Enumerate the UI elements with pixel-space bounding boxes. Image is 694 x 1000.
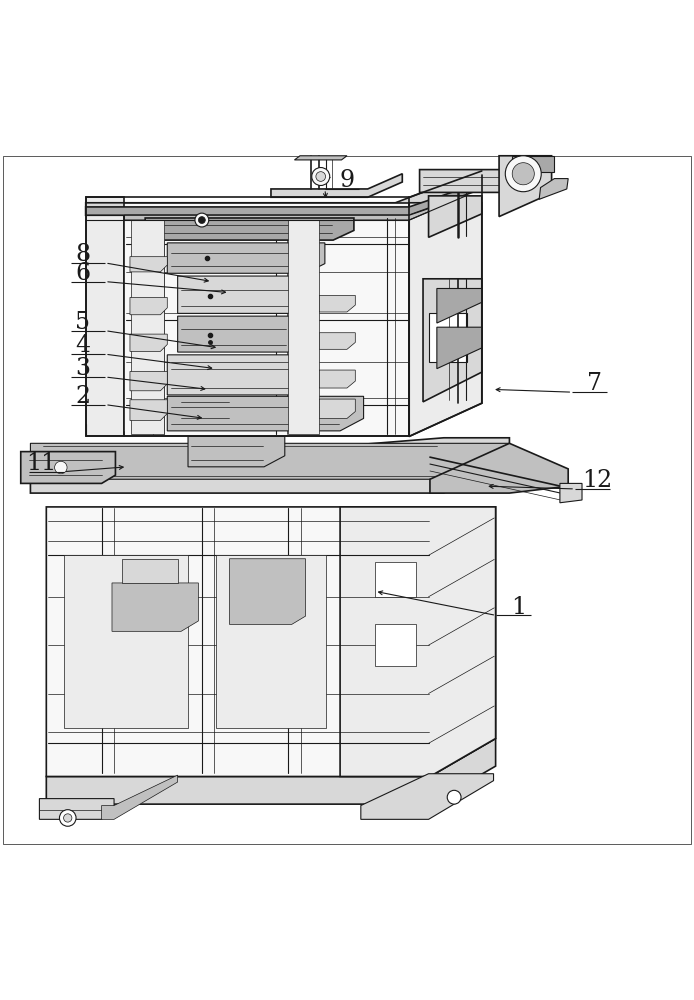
Polygon shape bbox=[46, 507, 496, 776]
Bar bbox=[375, 624, 416, 666]
Circle shape bbox=[447, 790, 461, 804]
Polygon shape bbox=[319, 295, 355, 312]
Polygon shape bbox=[271, 174, 403, 197]
Polygon shape bbox=[130, 334, 167, 351]
Circle shape bbox=[316, 172, 325, 181]
Text: 4: 4 bbox=[76, 334, 90, 357]
Circle shape bbox=[60, 810, 76, 826]
Polygon shape bbox=[112, 583, 198, 631]
Polygon shape bbox=[167, 396, 364, 431]
Polygon shape bbox=[287, 220, 319, 434]
Polygon shape bbox=[429, 196, 482, 237]
Text: 7: 7 bbox=[587, 372, 602, 395]
Text: 11: 11 bbox=[26, 452, 57, 475]
Polygon shape bbox=[409, 203, 482, 436]
Polygon shape bbox=[124, 196, 466, 220]
Polygon shape bbox=[31, 443, 509, 479]
Polygon shape bbox=[230, 559, 305, 624]
Text: 3: 3 bbox=[76, 357, 90, 380]
Polygon shape bbox=[86, 175, 468, 215]
Circle shape bbox=[64, 814, 72, 822]
Polygon shape bbox=[21, 452, 115, 483]
Polygon shape bbox=[178, 316, 305, 352]
Circle shape bbox=[55, 461, 67, 474]
Polygon shape bbox=[188, 436, 285, 467]
Polygon shape bbox=[122, 559, 178, 583]
Polygon shape bbox=[511, 156, 555, 172]
Bar bbox=[429, 313, 466, 362]
Polygon shape bbox=[86, 197, 124, 436]
Polygon shape bbox=[40, 799, 114, 819]
Polygon shape bbox=[340, 507, 496, 776]
Polygon shape bbox=[319, 399, 355, 418]
Text: 12: 12 bbox=[582, 469, 612, 492]
Polygon shape bbox=[64, 555, 188, 728]
Circle shape bbox=[195, 213, 209, 227]
Polygon shape bbox=[167, 243, 325, 273]
Polygon shape bbox=[130, 257, 167, 272]
Text: 2: 2 bbox=[76, 385, 90, 408]
Polygon shape bbox=[167, 355, 318, 395]
Polygon shape bbox=[560, 483, 582, 503]
Polygon shape bbox=[499, 156, 552, 217]
Polygon shape bbox=[361, 774, 493, 819]
Text: 6: 6 bbox=[76, 262, 90, 285]
Polygon shape bbox=[145, 218, 354, 240]
Polygon shape bbox=[46, 738, 496, 804]
Polygon shape bbox=[130, 297, 167, 315]
Polygon shape bbox=[216, 555, 326, 728]
Polygon shape bbox=[130, 400, 167, 421]
Circle shape bbox=[512, 163, 534, 185]
Polygon shape bbox=[130, 220, 164, 434]
Text: 5: 5 bbox=[76, 311, 90, 334]
Polygon shape bbox=[178, 276, 316, 313]
Text: 9: 9 bbox=[339, 169, 355, 192]
Polygon shape bbox=[86, 182, 482, 215]
Polygon shape bbox=[319, 333, 355, 349]
Polygon shape bbox=[437, 327, 482, 369]
Polygon shape bbox=[31, 438, 509, 493]
Polygon shape bbox=[124, 203, 409, 436]
Polygon shape bbox=[101, 775, 178, 819]
Polygon shape bbox=[420, 170, 539, 192]
Polygon shape bbox=[423, 279, 482, 402]
Circle shape bbox=[505, 156, 541, 192]
Circle shape bbox=[198, 217, 205, 224]
Text: 1: 1 bbox=[511, 596, 526, 619]
Polygon shape bbox=[437, 288, 482, 323]
Polygon shape bbox=[430, 443, 568, 493]
Circle shape bbox=[312, 168, 330, 185]
Polygon shape bbox=[539, 179, 568, 199]
Polygon shape bbox=[319, 370, 355, 388]
Polygon shape bbox=[294, 156, 347, 160]
Polygon shape bbox=[130, 371, 167, 391]
Bar bbox=[375, 562, 416, 597]
Text: 8: 8 bbox=[76, 243, 90, 266]
